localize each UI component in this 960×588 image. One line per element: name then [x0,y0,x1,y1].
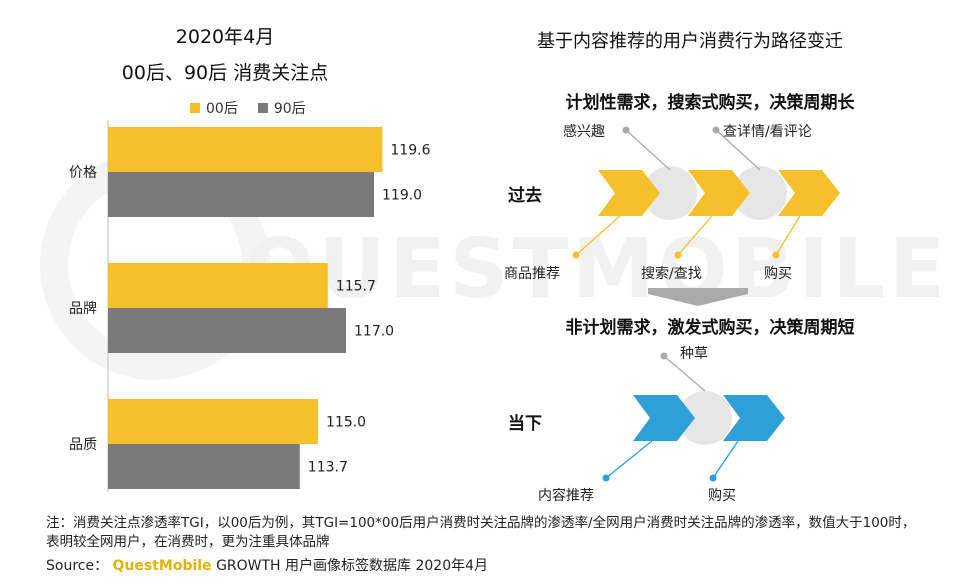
behavior-path-diagram [572,126,840,482]
bar-00 [108,127,383,172]
bar-chart: 价格 119.6 119.0 品牌 115.7 117.0 品质 115.0 113.7 [69,120,431,492]
label-seed: 种草 [680,346,708,362]
dot-buy-now [709,474,717,482]
bar-90 [108,444,300,489]
bar-90 [108,172,374,217]
connector-search [677,215,713,256]
dot-seed [660,352,668,360]
dot-buy-past [772,251,780,259]
connector-content [605,440,653,479]
connector-interest [625,129,671,171]
bar-00 [108,399,318,444]
bar-value-label: 119.6 [390,143,430,159]
label-content: 内容推荐 [538,488,594,504]
badge-past-label: 过去 [508,185,542,206]
chart-title: 2020年4月 [175,26,275,48]
past-stage-circle-2 [733,166,787,220]
label-recommend: 商品推荐 [504,266,560,282]
category-label: 品质 [69,437,97,453]
connector-buy-now [712,440,739,479]
now-heading: 非计划需求，激发式购买，决策周期短 [565,318,855,338]
transition-arrow [648,288,748,306]
label-buy-past: 购买 [764,266,792,282]
connector-buy-past [775,215,801,256]
legend-swatch-00 [190,103,200,113]
dot-search [674,251,682,259]
bar-value-label: 115.0 [326,415,366,431]
past-arrow-1 [598,170,660,216]
bar-value-label: 119.0 [382,188,422,204]
past-stage-circle-1 [643,166,697,220]
chart-legend: 00后 90后 [190,98,306,118]
now-arrow-1 [633,395,695,441]
badge-past: 过去 [498,166,552,220]
legend-swatch-90 [257,103,268,113]
bar-value-label: 117.0 [354,324,394,340]
badge-now-label: 当下 [508,413,542,434]
label-interest: 感兴趣 [563,124,605,140]
past-arrow-3 [778,170,840,216]
bar-value-label: 115.7 [336,279,376,295]
source-line: Source： QuestMobile GROWTH 用户画像标签数据库 202… [46,555,488,575]
dot-content [602,474,610,482]
now-arrow-2 [723,395,785,441]
now-stage-circle [678,391,732,445]
source-label: Source： [46,558,109,574]
connector-recommend [575,215,621,256]
past-heading: 计划性需求，搜索式购买，决策周期长 [565,93,855,113]
bar-90 [108,308,346,353]
category-label: 品牌 [69,300,97,317]
label-search: 搜索/查找 [641,266,702,282]
label-details: 查详情/看评论 [723,124,812,140]
connector-seed [663,355,706,392]
bar-value-label: 113.7 [308,460,348,476]
dot-details [712,126,720,134]
chart-subtitle: 00后、90后 消费关注点 [121,62,329,84]
source-brand: QuestMobile [112,558,212,574]
diagram-title: 基于内容推荐的用户消费行为路径变迁 [537,31,843,52]
legend-label-00: 00后 [206,101,238,117]
badge-now: 当下 [498,394,552,448]
source-text: GROWTH 用户画像标签数据库 2020年4月 [216,558,489,574]
past-arrow-2 [688,170,750,216]
legend-label-90: 90后 [273,101,306,117]
connector-details [715,129,761,171]
footnote: 注：消费关注点渗透率TGI，以00后为例，其TGI=100*00后用户消费时关注… [46,515,916,550]
dot-interest [622,126,630,134]
category-label: 价格 [69,165,97,181]
dot-recommend [572,251,580,259]
bar-00 [108,263,328,308]
label-buy-now: 购买 [708,488,736,504]
